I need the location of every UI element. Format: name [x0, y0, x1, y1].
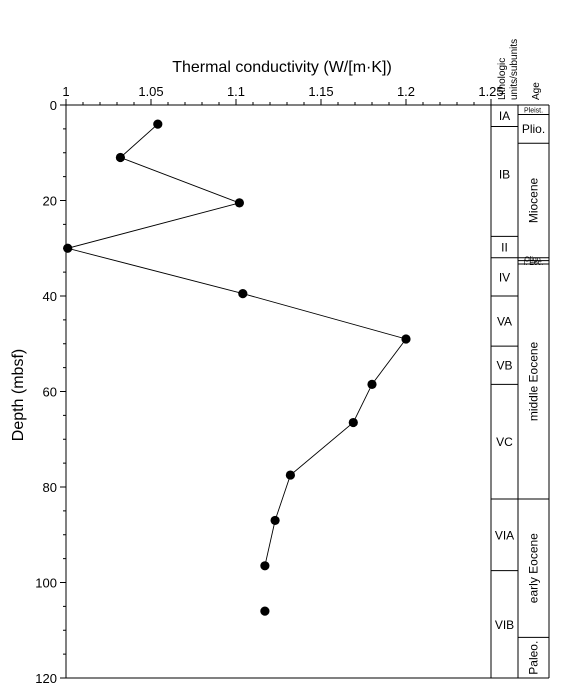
unit-label: II	[501, 241, 508, 255]
plot-area: 1 1.05 1.1 1.15 1.2 1.25 0 20 40 60 80 100 120	[35, 84, 549, 686]
data-point	[153, 119, 163, 129]
age-label: Plio.	[522, 122, 545, 136]
y-tick-label: 0	[50, 98, 57, 113]
units-header-line1: Lithologic	[497, 58, 508, 100]
x-tick-label: 1.25	[478, 84, 503, 99]
data-point	[260, 606, 270, 616]
x-tick-label: 1.2	[397, 84, 415, 99]
y-axis-title: Depth (mbsf)	[10, 349, 27, 441]
x-tick-label: 1	[62, 84, 69, 99]
data-point	[270, 515, 280, 526]
data-point	[115, 152, 125, 163]
data-point	[238, 289, 248, 299]
unit-label: VB	[496, 359, 512, 373]
x-tick-label: 1.05	[138, 84, 163, 99]
age-label: Paleo.	[527, 641, 541, 675]
data-point	[260, 561, 270, 571]
unit-label: VC	[496, 435, 513, 449]
series-line	[65, 123, 407, 566]
y-tick-label: 120	[35, 671, 57, 686]
unit-label: IV	[499, 270, 510, 284]
data-point	[401, 334, 411, 344]
y-tick-label: 100	[35, 576, 57, 591]
data-point	[367, 379, 377, 389]
data-point	[234, 198, 244, 208]
units-header-line2: units/subunits	[509, 39, 520, 100]
unit-label: IA	[499, 109, 510, 123]
y-tick-label: 60	[43, 385, 57, 400]
unit-label: VIA	[495, 528, 514, 542]
unit-label: VA	[497, 315, 512, 329]
unit-label: IB	[499, 168, 510, 182]
data-point	[63, 243, 73, 253]
x-axis-title: Thermal conductivity (W/[m·K])	[172, 59, 392, 76]
data-point	[348, 417, 358, 428]
unit-label: VIB	[495, 618, 514, 632]
age-label: Pleist.	[524, 107, 543, 114]
y-tick-label: 40	[43, 289, 57, 304]
age-label: middle Eocene	[527, 341, 541, 421]
x-tick-label: 1.1	[227, 84, 245, 99]
age-label: early Eocene	[527, 533, 541, 603]
y-tick-label: 80	[43, 480, 57, 495]
x-tick-label: 1.15	[308, 84, 333, 99]
age-label: Miocene	[527, 177, 541, 223]
strat-columns: Lithologic units/subunits Age IA IB II IV VA VB V…	[490, 39, 550, 678]
age-header: Age	[531, 82, 542, 100]
data-point	[285, 470, 295, 480]
y-tick-label: 20	[43, 194, 57, 209]
age-label: l. Eoc.	[524, 260, 544, 267]
